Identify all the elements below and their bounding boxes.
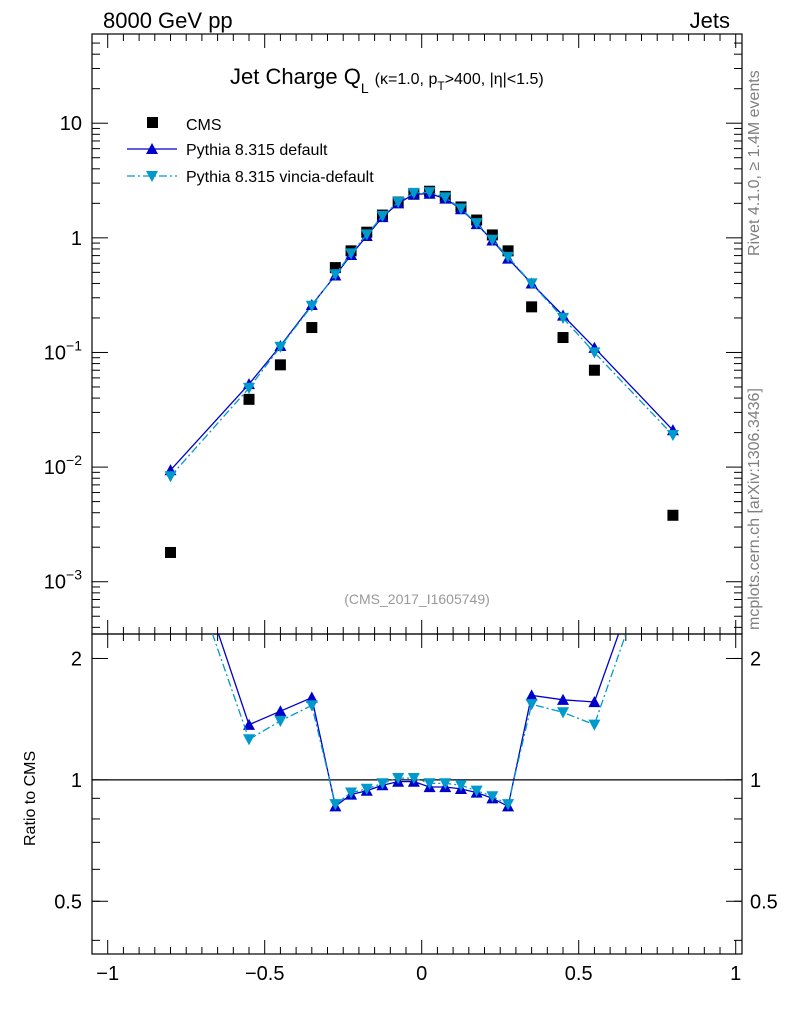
pythia-vincia-point bbox=[470, 218, 483, 230]
cms-data-point bbox=[588, 364, 600, 376]
ratio-vincia-point bbox=[329, 799, 342, 811]
pythia-vincia-point bbox=[243, 382, 256, 394]
cms-data-point bbox=[667, 509, 679, 521]
pythia-vincia-point bbox=[407, 187, 420, 200]
ratio-vincia-point bbox=[305, 700, 318, 712]
ratio-y-tick-label: 2 bbox=[71, 648, 82, 670]
rivet-version-label: Rivet 4.1.0, ≥ 1.4M events bbox=[746, 70, 763, 256]
pythia-vincia-point bbox=[588, 347, 601, 359]
ratio-y-tick-label: 1 bbox=[71, 770, 82, 792]
chart-title: Jet Charge QL (κ=1.0, pT>400, |η|<1.5) bbox=[230, 64, 544, 96]
ratio-default-point bbox=[274, 705, 287, 717]
ratio-default-point bbox=[243, 718, 256, 730]
ratio-vincia-point bbox=[486, 791, 499, 803]
x-tick-label: 1 bbox=[730, 963, 741, 985]
y-tick-label: 10−3 bbox=[44, 567, 82, 594]
cms-data-point bbox=[274, 359, 286, 371]
pythia-vincia-point bbox=[557, 312, 570, 324]
cms-data-point bbox=[502, 245, 514, 257]
pythia-vincia-point bbox=[486, 234, 499, 246]
axes-ticks: −1 −0.5 0 0.5 1 10−3 10−2 10−1 1 10 0.5 0.5 1 1 2 2 bbox=[44, 33, 778, 985]
ratio-vincia-point bbox=[165, 508, 177, 519]
cms-data-point bbox=[165, 546, 177, 558]
pythia-vincia-point bbox=[376, 210, 389, 223]
pythia-vincia-point bbox=[423, 187, 436, 199]
analysis-watermark: (CMS_2017_I1605749) bbox=[344, 591, 490, 607]
legend-label-vincia: Pythia 8.315 vincia-default bbox=[186, 169, 374, 186]
x-tick-label: −1 bbox=[96, 963, 119, 985]
y-tick-label: 10−1 bbox=[44, 337, 82, 364]
ratio-vincia-point bbox=[360, 783, 373, 795]
ratio-vincia-point bbox=[407, 773, 420, 785]
ratio-vincia-point bbox=[667, 493, 679, 504]
ratio-vincia-point bbox=[557, 707, 570, 719]
legend-marker-vincia bbox=[146, 171, 158, 182]
ratio-y-tick-label-right: 0.5 bbox=[750, 891, 778, 913]
ratio-vincia-point bbox=[243, 734, 256, 746]
pythia-vincia-point bbox=[666, 430, 679, 442]
ratio-y-tick-label-right: 2 bbox=[750, 648, 761, 670]
legend-label-cms: CMS bbox=[186, 117, 222, 134]
cms-data-point bbox=[557, 332, 569, 344]
ratio-y-axis-label: Ratio to CMS bbox=[22, 750, 39, 846]
ratio-vincia-point bbox=[345, 787, 358, 799]
legend-label-default: Pythia 8.315 default bbox=[186, 142, 328, 159]
ratio-y-tick-label-right: 1 bbox=[750, 770, 761, 792]
pythia-vincia-point bbox=[274, 341, 287, 353]
ratio-plot-frame bbox=[91, 633, 743, 955]
pythia-default-line bbox=[170, 192, 674, 471]
ratio-default-point bbox=[165, 485, 177, 496]
pythia-vincia-point bbox=[329, 269, 342, 281]
pythia-vincia-point bbox=[454, 203, 467, 215]
y-tick-label: 10−2 bbox=[44, 452, 82, 479]
ratio-vincia-point bbox=[274, 715, 287, 727]
pythia-vincia-point bbox=[164, 471, 177, 483]
ratio-vincia-point bbox=[423, 778, 436, 790]
ratio-vincia-point bbox=[588, 719, 601, 731]
y-tick-label: 10 bbox=[60, 113, 82, 135]
ratio-vincia-point bbox=[392, 773, 405, 785]
pythia-vincia-point bbox=[525, 278, 538, 290]
x-tick-label: 0 bbox=[416, 963, 427, 985]
ratio-series bbox=[165, 475, 679, 812]
ratio-default-point bbox=[557, 693, 570, 705]
ratio-default-line bbox=[217, 634, 620, 808]
ratio-vincia-point bbox=[454, 780, 467, 792]
ratio-default-point bbox=[588, 695, 601, 708]
x-tick-label: 0.5 bbox=[565, 963, 593, 985]
cms-data-point bbox=[526, 301, 538, 313]
legend-marker-default bbox=[146, 143, 158, 154]
data-series bbox=[164, 185, 679, 558]
pythia-vincia-line bbox=[170, 191, 674, 477]
ratio-default-point bbox=[305, 691, 318, 703]
legend-marker-cms bbox=[147, 117, 158, 128]
ratio-vincia-point bbox=[525, 699, 538, 711]
ratio-vincia-point bbox=[470, 785, 483, 797]
pythia-vincia-point bbox=[439, 192, 452, 204]
ratio-y-tick-label: 0.5 bbox=[54, 891, 82, 913]
legend: CMS Pythia 8.315 default Pythia 8.315 vi… bbox=[127, 117, 374, 186]
ratio-vincia-point bbox=[502, 799, 515, 811]
cms-data-point bbox=[243, 393, 255, 405]
pythia-vincia-point bbox=[502, 251, 515, 264]
pythia-vincia-point bbox=[392, 196, 405, 209]
ratio-default-point bbox=[525, 689, 538, 701]
cms-data-point bbox=[306, 322, 318, 334]
y-tick-label: 1 bbox=[71, 228, 82, 250]
ratio-vincia-point bbox=[439, 778, 452, 790]
mcplots-source-label: mcplots.cern.ch [arXiv:1306.3436] bbox=[746, 388, 763, 630]
header-energy-label: 8000 GeV pp bbox=[103, 8, 233, 33]
ratio-default-point bbox=[667, 475, 679, 486]
pythia-vincia-point bbox=[345, 248, 358, 260]
header-process-label: Jets bbox=[689, 8, 730, 33]
ratio-vincia-point bbox=[376, 778, 389, 790]
pythia-vincia-point bbox=[305, 300, 318, 312]
ratio-vincia-line bbox=[211, 634, 627, 806]
pythia-vincia-point bbox=[360, 229, 373, 241]
x-tick-label: −0.5 bbox=[245, 963, 284, 985]
cms-data-point bbox=[329, 262, 341, 274]
